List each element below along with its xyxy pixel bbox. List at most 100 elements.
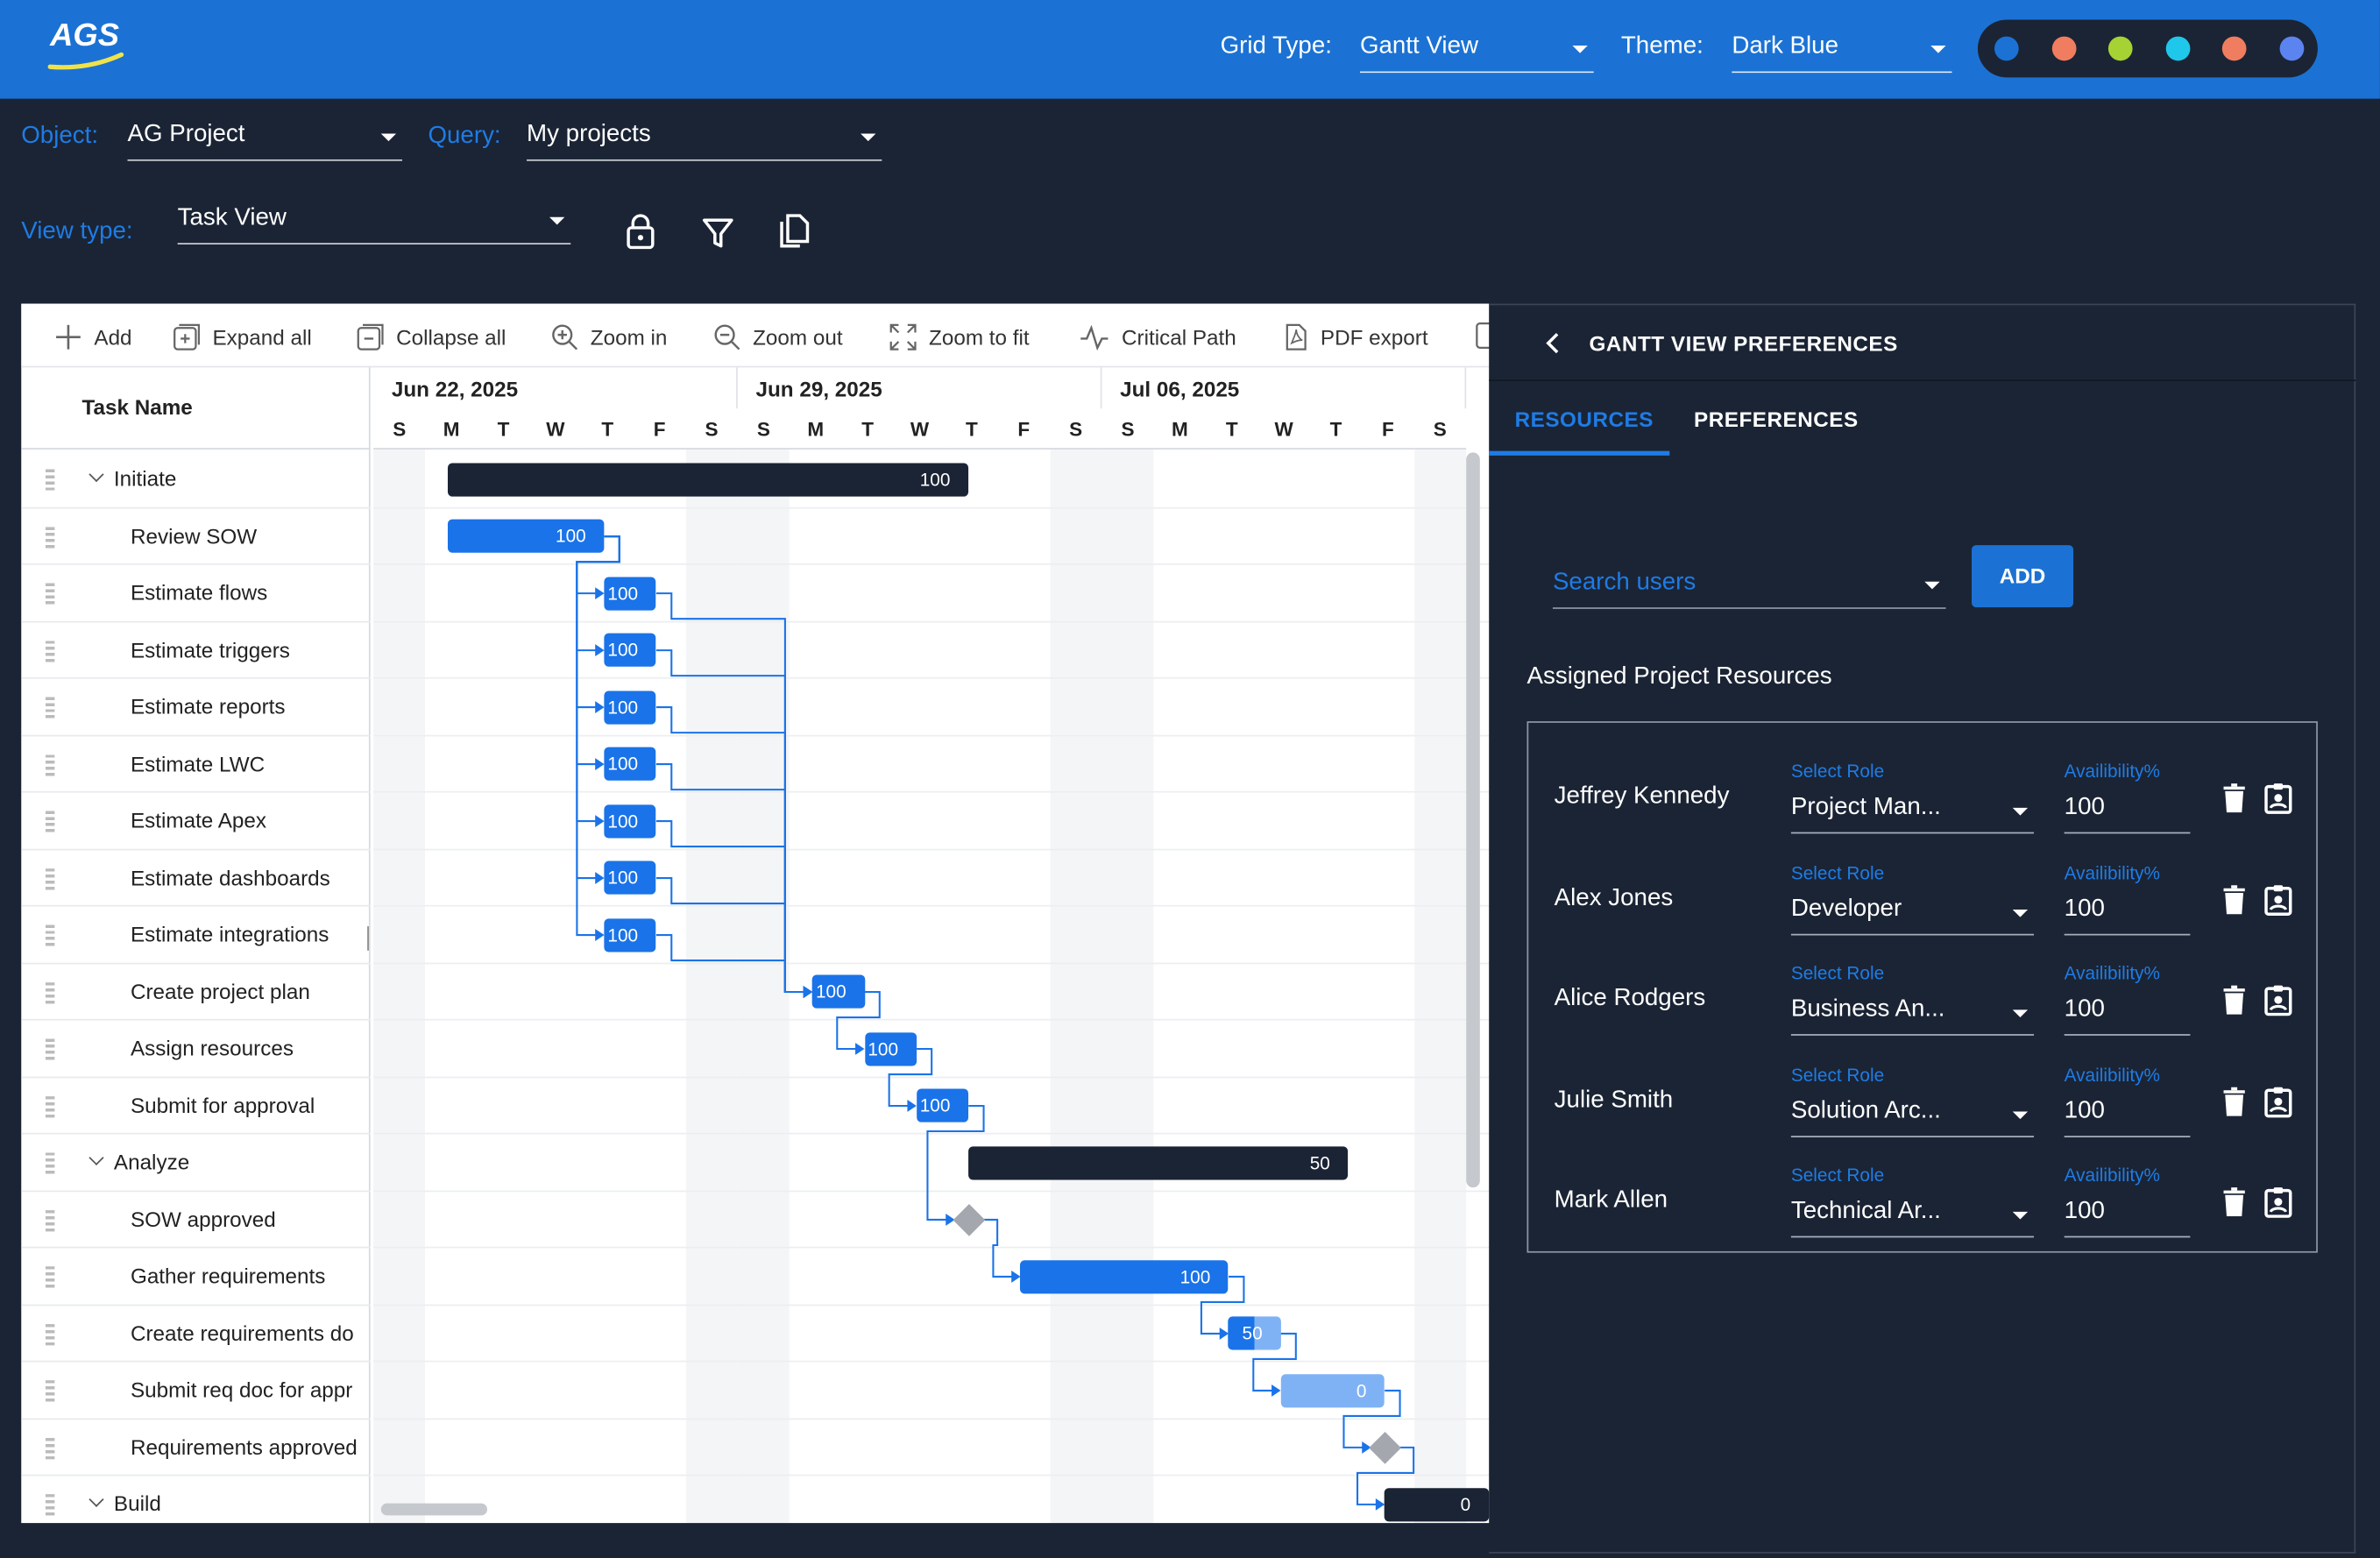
drag-handle-icon[interactable] — [45, 754, 55, 775]
timeline-horizontal-scrollbar[interactable] — [380, 1503, 488, 1516]
pdf-export-button[interactable]: PDF export — [1284, 322, 1428, 352]
assign-contact-icon[interactable] — [2263, 1186, 2294, 1219]
task-row[interactable]: Estimate LWC — [21, 736, 371, 793]
task-bar[interactable]: 100 — [448, 520, 605, 554]
task-bar[interactable]: 100 — [604, 577, 656, 611]
drag-handle-icon[interactable] — [45, 868, 55, 889]
grid-type-select[interactable]: Gantt View — [1359, 31, 1594, 74]
assign-contact-icon[interactable] — [2263, 782, 2294, 815]
theme-select[interactable]: Dark Blue — [1732, 31, 1952, 74]
assign-contact-icon[interactable] — [2263, 1085, 2294, 1118]
availability-input[interactable]: 100 — [2064, 1091, 2191, 1137]
delete-icon[interactable] — [2219, 883, 2249, 917]
drag-handle-icon[interactable] — [45, 1266, 55, 1288]
availability-input[interactable]: 100 — [2064, 990, 2191, 1036]
task-row[interactable]: Gather requirements — [21, 1248, 371, 1306]
tab-preferences[interactable]: PREFERENCES — [1694, 407, 1859, 432]
task-bar[interactable]: 100 — [604, 747, 656, 782]
theme-swatch[interactable] — [2278, 36, 2304, 61]
zoom-in-button[interactable]: Zoom in — [551, 322, 667, 352]
task-row[interactable]: Build — [21, 1476, 370, 1523]
drag-handle-icon[interactable] — [45, 640, 55, 662]
filter-icon[interactable] — [701, 214, 734, 251]
task-row[interactable]: Estimate triggers — [21, 622, 371, 679]
drag-handle-icon[interactable] — [45, 924, 55, 946]
task-row[interactable]: Create requirements do — [21, 1305, 371, 1363]
search-users-input[interactable]: Search users — [1552, 560, 1946, 609]
drag-handle-icon[interactable] — [45, 1437, 55, 1459]
task-row[interactable]: Submit req doc for appr — [21, 1362, 371, 1420]
ags-logo[interactable]: AGS — [46, 15, 128, 75]
zoom-to-fit-button[interactable]: Zoom to fit — [889, 322, 1030, 352]
drag-handle-icon[interactable] — [45, 697, 55, 719]
theme-swatch[interactable] — [2221, 36, 2247, 61]
query-select[interactable]: My projects — [527, 116, 882, 161]
drag-handle-icon[interactable] — [45, 1038, 55, 1060]
drag-handle-icon[interactable] — [45, 1209, 55, 1231]
drag-handle-icon[interactable] — [45, 1323, 55, 1345]
drag-handle-icon[interactable] — [45, 469, 55, 491]
role-select[interactable]: Developer — [1790, 889, 2035, 935]
critical-path-button[interactable]: Critical Path — [1080, 322, 1236, 352]
drag-handle-icon[interactable] — [45, 981, 55, 1003]
task-row[interactable]: Analyze — [21, 1134, 371, 1192]
task-bar[interactable]: 100 — [864, 1031, 917, 1066]
theme-swatch[interactable] — [1994, 36, 2019, 61]
task-row[interactable]: Initiate — [21, 451, 371, 508]
task-row[interactable]: Requirements approved — [21, 1419, 371, 1477]
theme-swatch[interactable] — [2051, 36, 2076, 61]
back-chevron-icon[interactable] — [1545, 333, 1560, 354]
role-select[interactable]: Project Man... — [1790, 788, 2035, 834]
task-bar[interactable]: 100 — [604, 690, 656, 725]
view-type-select[interactable]: Task View — [177, 199, 571, 244]
availability-input[interactable]: 100 — [2064, 889, 2191, 935]
task-row[interactable]: SOW approved — [21, 1191, 371, 1249]
lock-icon[interactable] — [624, 213, 657, 250]
timeline-vertical-scrollbar[interactable] — [1466, 452, 1480, 1188]
task-row[interactable]: Create project plan — [21, 964, 371, 1021]
task-name-header[interactable]: Task Name — [21, 367, 371, 450]
task-row[interactable]: Estimate integrations — [21, 907, 371, 964]
task-row[interactable]: Submit for approval — [21, 1077, 371, 1135]
object-select[interactable]: AG Project — [127, 116, 403, 161]
task-row[interactable]: Estimate dashboards — [21, 850, 371, 907]
drag-handle-icon[interactable] — [45, 1494, 55, 1516]
add-button[interactable]: Add — [54, 322, 132, 352]
zoom-out-button[interactable]: Zoom out — [713, 322, 843, 352]
copy-icon[interactable] — [777, 213, 811, 250]
task-row[interactable]: Estimate reports — [21, 679, 371, 736]
task-bar[interactable]: 100 — [604, 860, 656, 896]
task-bar[interactable]: 100 — [812, 974, 865, 1009]
delete-icon[interactable] — [2219, 782, 2249, 815]
drag-handle-icon[interactable] — [45, 1095, 55, 1117]
delete-icon[interactable] — [2219, 1186, 2249, 1219]
more-icon[interactable] — [1476, 322, 1491, 349]
chevron-down-icon[interactable] — [89, 1491, 104, 1507]
task-bar[interactable]: 0 — [1280, 1373, 1385, 1407]
theme-swatch[interactable] — [2164, 36, 2190, 61]
delete-icon[interactable] — [2219, 984, 2249, 1017]
drag-handle-icon[interactable] — [45, 583, 55, 605]
task-row[interactable]: Review SOW — [21, 508, 371, 565]
task-bar[interactable]: 100 — [604, 804, 656, 839]
summary-bar[interactable]: 100 — [448, 463, 969, 497]
add-resource-button[interactable]: ADD — [1971, 545, 2074, 608]
summary-bar[interactable]: 0 — [1385, 1487, 1489, 1521]
delete-icon[interactable] — [2219, 1085, 2249, 1118]
chevron-down-icon[interactable] — [89, 1150, 104, 1165]
drag-handle-icon[interactable] — [45, 1152, 55, 1174]
task-bar[interactable]: 100 — [1020, 1259, 1229, 1293]
drag-handle-icon[interactable] — [45, 526, 55, 548]
role-select[interactable]: Business An... — [1790, 990, 2035, 1036]
task-row[interactable]: Assign resources — [21, 1021, 371, 1078]
role-select[interactable]: Solution Arc... — [1790, 1091, 2035, 1137]
drag-handle-icon[interactable] — [45, 1380, 55, 1402]
drag-handle-icon[interactable] — [45, 811, 55, 832]
task-bar[interactable]: 100 — [916, 1088, 969, 1123]
expand-all-button[interactable]: Expand all — [173, 322, 312, 352]
availability-input[interactable]: 100 — [2064, 1192, 2191, 1238]
summary-bar[interactable]: 50 — [968, 1145, 1349, 1180]
task-bar[interactable]: 100 — [604, 634, 656, 668]
assign-contact-icon[interactable] — [2263, 984, 2294, 1017]
collapse-all-button[interactable]: Collapse all — [357, 322, 506, 352]
